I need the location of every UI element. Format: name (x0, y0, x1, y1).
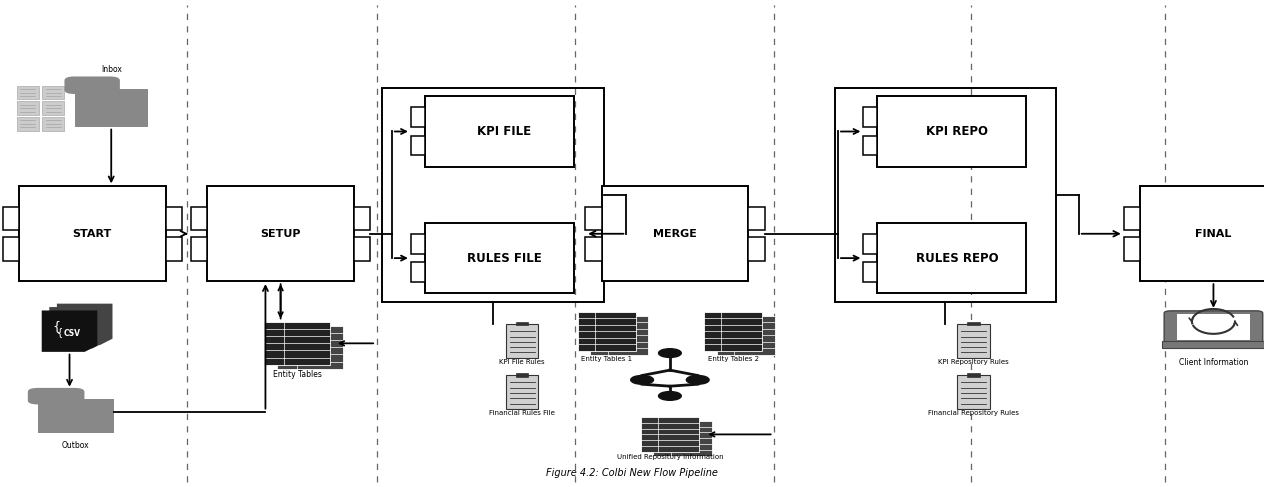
FancyBboxPatch shape (877, 223, 1026, 293)
FancyBboxPatch shape (411, 108, 425, 127)
FancyBboxPatch shape (1177, 314, 1250, 340)
FancyBboxPatch shape (3, 206, 19, 230)
FancyBboxPatch shape (957, 375, 990, 409)
Text: Unified Repository Information: Unified Repository Information (617, 454, 723, 460)
Polygon shape (49, 307, 105, 349)
FancyBboxPatch shape (748, 206, 765, 230)
FancyBboxPatch shape (207, 187, 354, 281)
FancyBboxPatch shape (354, 237, 370, 261)
FancyBboxPatch shape (585, 237, 602, 261)
FancyBboxPatch shape (191, 237, 207, 261)
FancyBboxPatch shape (1162, 341, 1264, 348)
FancyBboxPatch shape (590, 316, 648, 355)
FancyBboxPatch shape (877, 96, 1026, 167)
FancyBboxPatch shape (1164, 311, 1263, 345)
FancyBboxPatch shape (578, 312, 636, 351)
Circle shape (659, 392, 681, 400)
Circle shape (686, 375, 709, 384)
FancyBboxPatch shape (75, 89, 148, 127)
Text: CSV: CSV (63, 329, 81, 338)
FancyBboxPatch shape (16, 101, 38, 115)
Text: KPI REPO: KPI REPO (925, 125, 988, 138)
FancyBboxPatch shape (166, 237, 182, 261)
FancyBboxPatch shape (425, 223, 574, 293)
Text: {: { (57, 327, 62, 337)
FancyBboxPatch shape (1124, 206, 1140, 230)
FancyBboxPatch shape (264, 322, 330, 365)
FancyBboxPatch shape (3, 237, 19, 261)
Text: Figure 4.2: Colbi New Flow Pipeline: Figure 4.2: Colbi New Flow Pipeline (546, 468, 718, 478)
FancyBboxPatch shape (641, 417, 699, 452)
Text: Inbox: Inbox (101, 65, 121, 74)
Text: Entity Tables: Entity Tables (273, 370, 321, 379)
Text: Entity Tables 2: Entity Tables 2 (708, 356, 758, 362)
FancyBboxPatch shape (863, 108, 877, 127)
FancyBboxPatch shape (42, 86, 63, 99)
Text: Financial Rules File: Financial Rules File (489, 410, 555, 416)
Text: RULES REPO: RULES REPO (915, 252, 999, 264)
FancyBboxPatch shape (191, 206, 207, 230)
Text: Outbox: Outbox (62, 441, 90, 450)
FancyBboxPatch shape (516, 374, 528, 376)
Text: KPI FILE: KPI FILE (478, 125, 531, 138)
FancyBboxPatch shape (967, 374, 980, 376)
FancyBboxPatch shape (1124, 237, 1140, 261)
FancyBboxPatch shape (1140, 187, 1264, 281)
FancyBboxPatch shape (411, 234, 425, 254)
Text: KPI File Rules: KPI File Rules (499, 359, 545, 365)
Text: Client Information: Client Information (1179, 358, 1248, 367)
FancyBboxPatch shape (64, 76, 120, 94)
Circle shape (631, 375, 653, 384)
FancyBboxPatch shape (425, 96, 574, 167)
FancyBboxPatch shape (506, 324, 538, 358)
FancyBboxPatch shape (506, 375, 538, 409)
Text: RULES FILE: RULES FILE (466, 252, 542, 264)
FancyBboxPatch shape (863, 262, 877, 282)
Text: {: { (53, 320, 61, 333)
FancyBboxPatch shape (411, 262, 425, 282)
Text: KPI Repository Rules: KPI Repository Rules (938, 359, 1009, 365)
FancyBboxPatch shape (704, 312, 762, 351)
FancyBboxPatch shape (967, 322, 980, 325)
Text: Entity Tables 1: Entity Tables 1 (581, 356, 632, 362)
FancyBboxPatch shape (16, 86, 38, 99)
FancyBboxPatch shape (863, 136, 877, 155)
FancyBboxPatch shape (957, 324, 990, 358)
FancyBboxPatch shape (28, 388, 85, 404)
Text: START: START (72, 229, 112, 239)
FancyBboxPatch shape (38, 399, 114, 433)
FancyBboxPatch shape (411, 136, 425, 155)
FancyBboxPatch shape (354, 206, 370, 230)
FancyBboxPatch shape (166, 206, 182, 230)
FancyBboxPatch shape (602, 187, 748, 281)
Polygon shape (57, 304, 112, 345)
FancyBboxPatch shape (42, 101, 63, 115)
FancyBboxPatch shape (863, 234, 877, 254)
FancyBboxPatch shape (717, 316, 775, 355)
FancyBboxPatch shape (19, 187, 166, 281)
Text: MERGE: MERGE (653, 229, 696, 239)
FancyBboxPatch shape (585, 206, 602, 230)
Polygon shape (42, 311, 97, 352)
Text: Financial Repository Rules: Financial Repository Rules (928, 410, 1019, 416)
FancyBboxPatch shape (277, 326, 343, 369)
FancyBboxPatch shape (42, 117, 63, 131)
FancyBboxPatch shape (16, 117, 38, 131)
Circle shape (659, 349, 681, 357)
FancyBboxPatch shape (748, 237, 765, 261)
FancyBboxPatch shape (516, 322, 528, 325)
Text: SETUP: SETUP (260, 229, 301, 239)
Text: FINAL: FINAL (1196, 229, 1231, 239)
FancyBboxPatch shape (653, 421, 712, 456)
